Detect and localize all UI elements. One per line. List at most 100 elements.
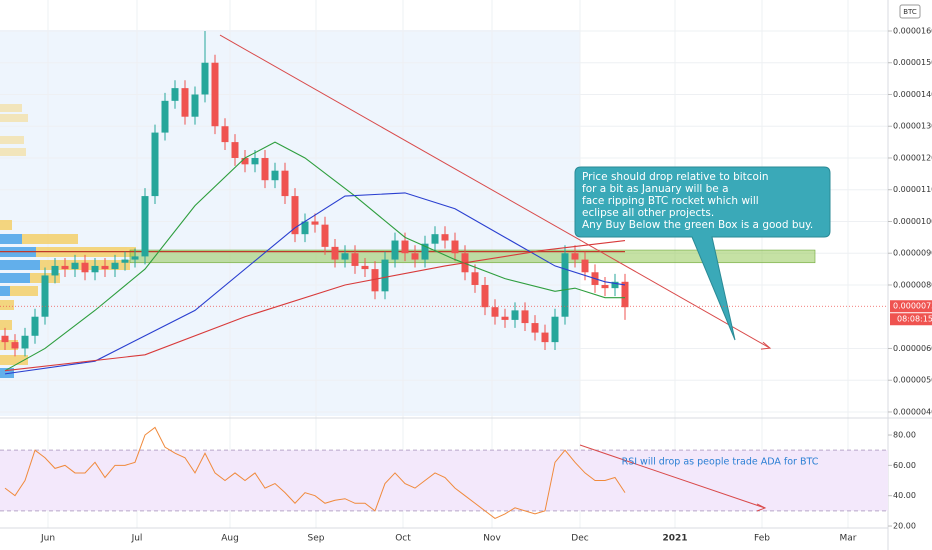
candle-body	[381, 259, 389, 292]
candle-body	[191, 94, 199, 117]
candle-body	[451, 240, 459, 254]
profile-bar	[0, 104, 22, 112]
candle-body	[571, 253, 579, 260]
arrow-head	[756, 503, 767, 512]
rsi-band	[0, 450, 888, 511]
y-tick-label: 0.00001200	[893, 153, 932, 162]
highlight-range	[0, 30, 580, 416]
moving-average	[4, 141, 625, 372]
candle-body	[621, 281, 629, 308]
profile-bar	[0, 355, 28, 365]
rsi-trendline	[579, 444, 766, 509]
countdown: 08:08:15	[897, 315, 932, 324]
annotation-text: eclipse all other projects.	[582, 207, 714, 219]
candle-body	[161, 100, 169, 133]
candle-body	[471, 272, 479, 285]
rsi-annotation: RSI will drop as people trade ADA for BT…	[622, 457, 819, 468]
x-tick-label: Nov	[483, 534, 501, 544]
candle-body	[261, 157, 269, 181]
candle-body	[111, 262, 119, 270]
candle-body	[351, 253, 359, 266]
y-tick-label: 0.00001600	[893, 26, 932, 35]
candle-body	[411, 253, 419, 260]
candle-body	[581, 259, 589, 273]
annotation-text: Price should drop relative to bitcoin	[582, 171, 769, 183]
symbol: BTC	[903, 8, 917, 16]
profile-bar	[0, 114, 28, 122]
profile-bar	[0, 148, 26, 156]
candle-body	[371, 269, 379, 292]
annotation-text: face ripping BTC rocket which will	[582, 195, 759, 207]
candle-body	[551, 316, 559, 343]
candle-body	[21, 335, 29, 349]
arrow-head	[760, 341, 772, 350]
candle-body	[361, 265, 369, 270]
x-tick-label: Sep	[308, 534, 325, 544]
y-tick-label: 60.00	[893, 461, 916, 470]
profile-bar	[22, 234, 78, 244]
y-tick-label: 80.00	[893, 431, 916, 440]
profile-bar	[0, 320, 12, 330]
candle-body	[341, 253, 349, 260]
y-tick-label: 20.00	[893, 522, 916, 531]
rsi-line	[4, 426, 626, 520]
candle-body	[91, 265, 99, 273]
candle-body	[321, 224, 329, 247]
candle-body	[441, 234, 449, 241]
candle-body	[391, 240, 399, 260]
profile-bar	[0, 234, 22, 244]
profile-bar	[10, 286, 38, 296]
y-tick-label: 0.00001000	[893, 217, 932, 226]
x-tick-label: Aug	[221, 534, 239, 544]
profile-bar	[0, 273, 30, 283]
candle-body	[541, 332, 549, 343]
y-tick-label: 0.00000600	[893, 344, 932, 353]
y-tick-label: 0.00000900	[893, 249, 932, 258]
candle-body	[1, 335, 9, 343]
profile-bar	[0, 220, 12, 230]
y-tick-label: 0.00001400	[893, 90, 932, 99]
x-tick-label: Jun	[40, 534, 55, 544]
x-tick-label: 2021	[662, 534, 687, 544]
candle-body	[231, 142, 239, 158]
x-tick-label: Dec	[571, 534, 588, 544]
x-tick-label: Mar	[840, 534, 857, 544]
moving-average	[4, 192, 626, 375]
candle-body	[51, 265, 59, 276]
candle-body	[271, 170, 279, 181]
candle-body	[291, 196, 299, 235]
candle-body	[31, 316, 39, 336]
candle-body	[61, 265, 69, 270]
y-tick-label: 0.00001500	[893, 58, 932, 67]
annotation-callout	[574, 166, 831, 341]
x-tick-label: Oct	[395, 534, 411, 544]
profile-bar	[0, 340, 18, 350]
candle-body	[491, 307, 499, 317]
y-tick-label: 0.00000500	[893, 376, 932, 385]
candle-body	[101, 265, 109, 270]
candle-body	[531, 323, 539, 333]
candle-body	[311, 221, 319, 225]
candle-body	[131, 256, 139, 260]
candle-body	[81, 262, 89, 273]
profile-bar	[0, 286, 10, 296]
candle-body	[151, 132, 159, 197]
candle-body	[211, 62, 219, 127]
annotation-text: Any Buy Below the green Box is a good bu…	[582, 219, 813, 231]
annotation-text: for a bit as January will be a	[582, 183, 729, 195]
callout-shape	[574, 166, 831, 341]
candle-body	[301, 221, 309, 235]
profile-bar	[0, 368, 14, 378]
last-price-box	[890, 300, 932, 313]
zone	[129, 249, 816, 264]
candle-body	[201, 62, 209, 95]
trendline	[219, 34, 771, 349]
y-tick-label: 0.00000400	[893, 407, 932, 416]
symbol-box	[899, 4, 921, 19]
moving-average	[4, 239, 626, 372]
candle-body	[241, 157, 249, 165]
y-tick-label: 0.00001300	[893, 122, 932, 131]
candle-body	[421, 243, 429, 260]
candle-body	[141, 196, 149, 257]
